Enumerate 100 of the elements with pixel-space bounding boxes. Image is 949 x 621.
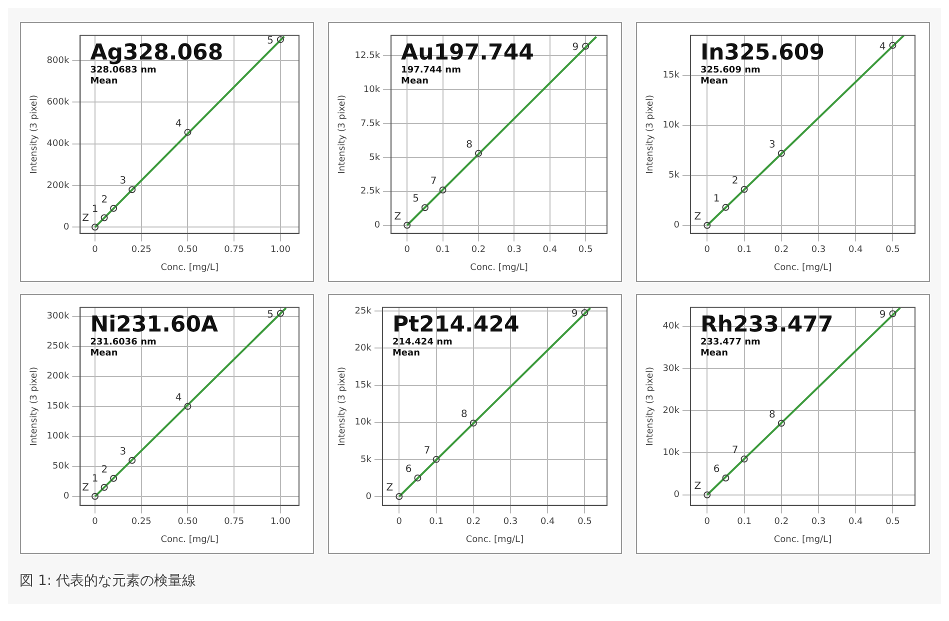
x-tick-label: 0.3 [502,517,518,528]
y-tick-label: 600k [46,97,70,108]
point [777,420,784,427]
annotation: 8 [460,409,467,420]
annotation: 7 [430,176,436,188]
x-tick-label: 0.5 [885,517,900,528]
y-axis-title: Intensity (3 pixel) [645,366,656,446]
point [888,42,896,49]
x-tick-label: 0.4 [848,245,863,256]
y-tick-label: 10k [662,448,680,458]
text: 233.477 nm [700,337,760,348]
annotation: 5 [412,194,418,205]
chart-title: Au197.744 [400,40,534,66]
text: 328.0683 nm [90,65,156,76]
annotation: Mean [700,348,728,358]
point [420,204,428,212]
annotation: 7 [731,445,738,456]
point [722,474,729,482]
point [395,493,402,500]
y-tick-label: 20k [354,344,372,354]
annotation: 3 [768,139,775,150]
x-tick-label: 1.00 [270,245,290,256]
x-tick-label: 0 [92,245,98,256]
y-tick-label: 300k [46,312,70,322]
annotation: 6 [404,464,412,475]
annotation: 2 [100,464,108,476]
x-axis-title: Conc. [mg/L] [160,262,218,273]
caption: 図 1: 代表的な元素の検量線 [20,572,198,590]
x-tick-label: 0.75 [224,517,244,528]
annotation: Mean [392,348,420,358]
y-tick-label: 5k [360,454,372,465]
point [110,204,117,212]
point [128,186,136,194]
annotation: 3 [119,446,126,458]
annotation: Z [82,482,89,494]
y-tick-label: 0 [374,220,380,231]
x-tick-label: 0.4 [540,517,555,528]
x-tick-label: 0.2 [774,517,788,528]
y-tick-label: 100k [46,432,70,442]
y-tick-label: 25k [354,306,372,316]
annotation: 6 [712,464,720,476]
annotation: Z [694,480,701,492]
point [414,474,421,482]
y-tick-label: 7.5k [360,118,380,129]
annotation: 3 [119,176,126,187]
text: 197.744 nm [400,65,460,76]
y-tick-label: 0 [673,220,680,231]
annotation: 7 [423,445,430,456]
y-tick-label: 15k [354,380,372,391]
point [403,222,410,229]
x-tick-label: 0.2 [774,245,788,256]
point [703,491,710,498]
annotation: Z [386,482,393,494]
chart-title: Rh233.477 [700,312,833,338]
point [777,150,784,157]
y-tick-label: 400k [46,139,70,150]
point [888,310,896,318]
annotation: 1 [91,473,98,484]
point [474,150,482,157]
x-tick-label: 0.75 [224,245,244,256]
point [438,186,446,194]
text: 231.6036 nm [90,337,156,348]
annotation: 4 [174,118,182,130]
point [740,186,748,193]
y-tick-label: 150k [46,402,70,412]
annotation: Mean [90,76,118,86]
point [276,36,284,44]
y-tick-label: 10k [354,418,372,428]
text: 325.609 nm [700,65,760,76]
x-tick-label: 0.25 [130,245,151,256]
annotation: 9 [878,310,886,321]
y-tick-label: 50k [52,462,70,472]
y-axis-title: Intensity (3 pixel) [29,94,40,174]
point [128,456,136,464]
annotation: 9 [572,42,578,54]
y-axis-title: Intensity (3 pixel) [337,366,348,446]
annotation: Z [82,213,89,224]
y-tick-label: 40k [662,322,680,332]
x-axis-title: Conc. [mg/L] [773,262,832,273]
chart-title: Pt214.424 [392,312,519,338]
chart-title: In325.609 [700,40,824,66]
y-tick-label: 12.5k [354,51,380,62]
y-tick-label: 10k [362,84,380,95]
y-axis-title: Intensity (3 pixel) [337,94,348,174]
annotation: Mean [400,76,428,86]
annotation: 9 [570,308,578,320]
y-tick-label: 30k [662,364,680,374]
point [184,402,191,410]
annotation: 2 [731,175,738,186]
x-tick-label: 0.4 [542,245,557,256]
annotation: 1 [91,204,98,215]
point [184,128,191,136]
y-tick-label: 0 [62,222,69,232]
point [580,309,588,316]
y-tick-label: 5k [668,170,680,181]
x-axis-title: Conc. [mg/L] [160,534,218,545]
y-tick-label: 800k [46,56,70,66]
y-tick-label: 2.5k [360,186,380,197]
point [276,310,284,317]
annotation: 2 [100,194,108,206]
